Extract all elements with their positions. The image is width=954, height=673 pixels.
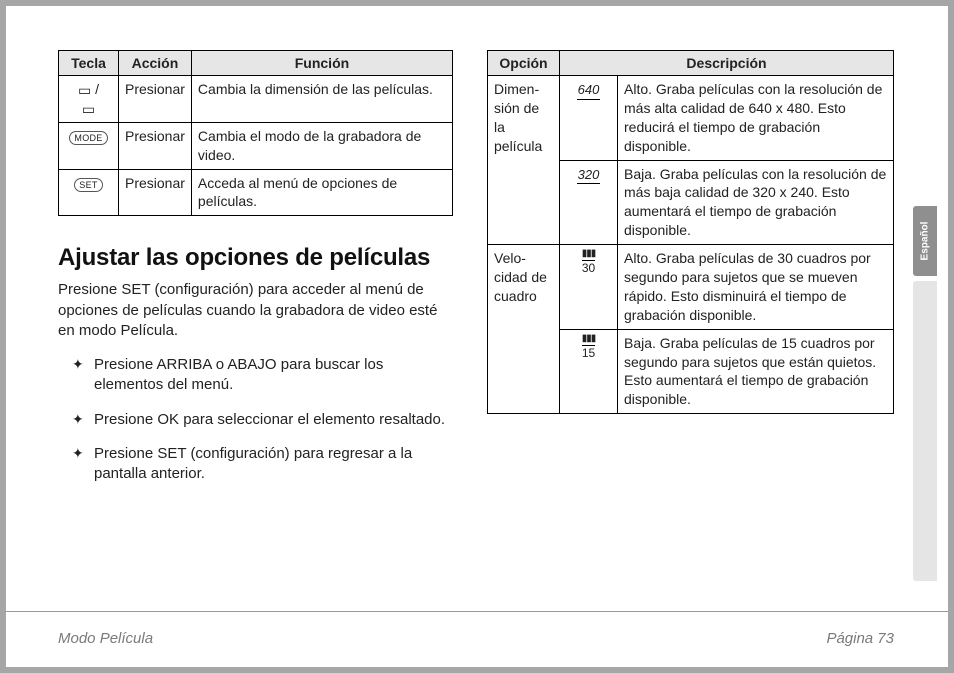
option-icon-cell: 640 [560,76,618,161]
list-item: Presione SET (configuración) para regres… [76,444,453,485]
footer: Modo Película Página 73 [6,611,948,667]
bullet-list: Presione ARRIBA o ABAJO para buscar los … [58,355,453,484]
option-name-cell: Velo­cidad de cuadro [488,245,560,414]
option-icon-cell: ▮▮▮30 [560,245,618,330]
keys-th-tecla: Tecla [59,51,119,76]
list-item: Presione OK para seleccionar el elemento… [76,410,453,430]
right-column: Opción Descripción Dimen­sión de la pelí… [487,50,894,587]
intro-paragraph: Presione SET (configuración) para accede… [58,280,453,341]
key-action-cell: Presionar [119,169,192,216]
key-func-cell: Cambia la dimensión de las pelícu­las. [191,76,452,123]
key-icon-cell: MODE [59,122,119,169]
option-name-cell: Dimen­sión de la película [488,76,560,245]
language-tab[interactable]: Español [913,206,937,276]
table-row: SETPresionarAcceda al menú de opciones d… [59,169,453,216]
left-column: Tecla Acción Función ▭ / ▭PresionarCambi… [58,50,453,587]
options-table: Opción Descripción Dimen­sión de la pelí… [487,50,894,414]
option-desc-cell: Alto. Graba películas de 30 cuadros por … [618,245,894,330]
key-action-cell: Presionar [119,122,192,169]
opts-th-descripcion: Descripción [560,51,894,76]
table-row: ▭ / ▭PresionarCambia la dimensión de las… [59,76,453,123]
opts-tbody: Dimen­sión de la película640Alto. Graba … [488,76,894,414]
option-desc-cell: Alto. Graba películas con la reso­lución… [618,76,894,161]
keys-th-funcion: Función [191,51,452,76]
option-desc-cell: Baja. Graba películas de 15 cuadros por … [618,329,894,414]
key-icon-cell: ▭ / ▭ [59,76,119,123]
table-row: MODEPresionarCambia el modo de la grabad… [59,122,453,169]
language-tab-label: Español [920,222,931,261]
content-area: Tecla Acción Función ▭ / ▭PresionarCambi… [58,50,894,587]
table-row: Velo­cidad de cuadro▮▮▮30Alto. Graba pel… [488,245,894,330]
key-func-cell: Acceda al menú de opciones de películas. [191,169,452,216]
side-tab-strip [913,281,937,581]
key-func-cell: Cambia el modo de la grabadora de video. [191,122,452,169]
option-icon-cell: ▮▮▮15 [560,329,618,414]
footer-section-title: Modo Película [58,630,153,647]
keys-th-accion: Acción [119,51,192,76]
keys-tbody: ▭ / ▭PresionarCambia la dimensión de las… [59,76,453,216]
list-item: Presione ARRIBA o ABAJO para buscar los … [76,355,453,396]
section-heading: Ajustar las opciones de películas [58,244,453,272]
opts-th-opcion: Opción [488,51,560,76]
option-desc-cell: Baja. Graba películas con la reso­lución… [618,160,894,245]
key-icon-cell: SET [59,169,119,216]
page: Tecla Acción Función ▭ / ▭PresionarCambi… [6,6,948,667]
option-icon-cell: 320 [560,160,618,245]
footer-page-number: Página 73 [826,630,894,647]
table-row: Dimen­sión de la película640Alto. Graba … [488,76,894,161]
key-action-cell: Presionar [119,76,192,123]
keys-table: Tecla Acción Función ▭ / ▭PresionarCambi… [58,50,453,216]
